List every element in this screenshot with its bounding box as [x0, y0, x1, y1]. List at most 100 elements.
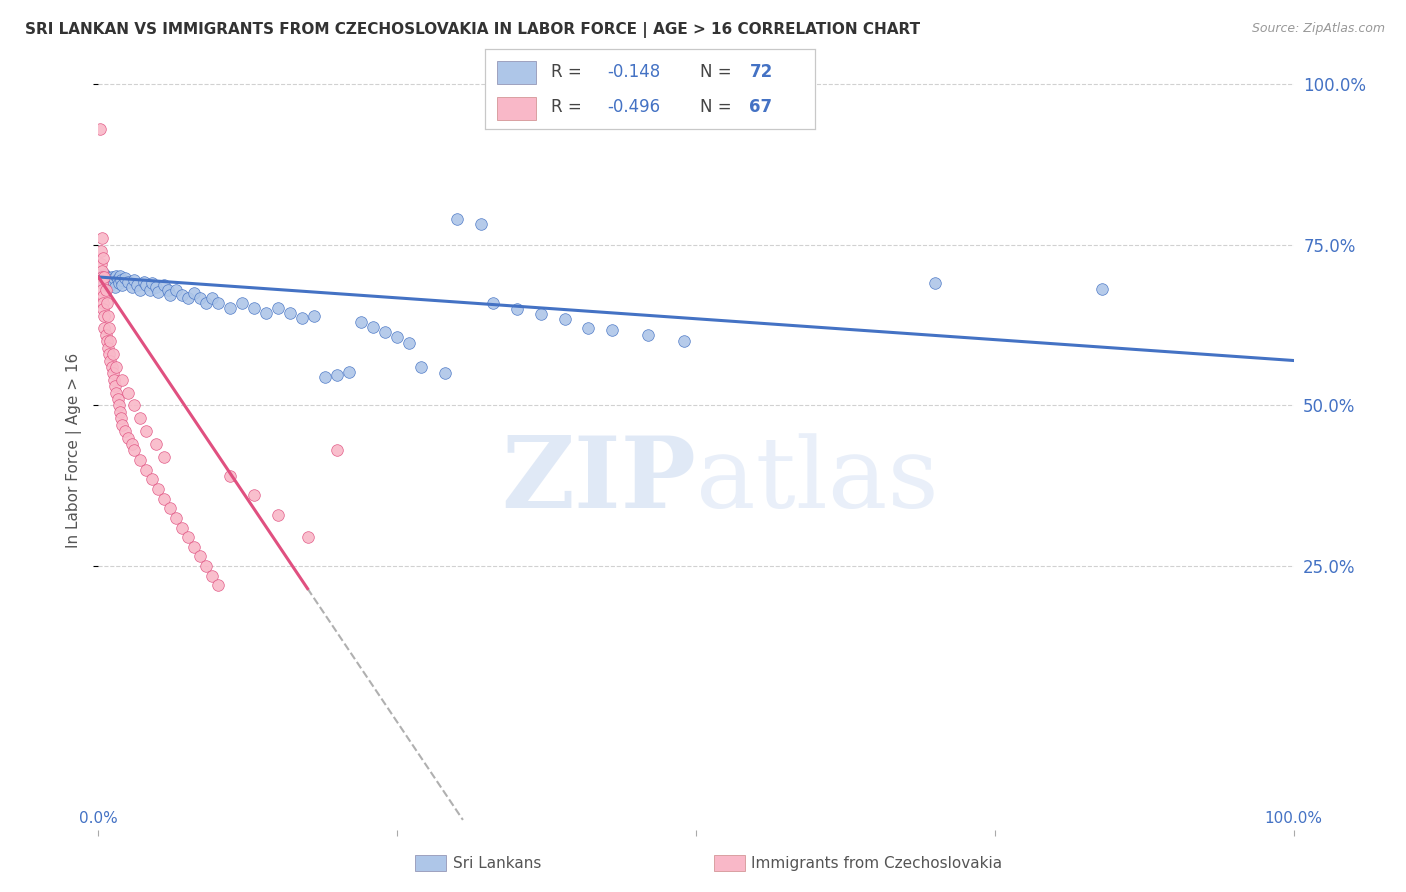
Text: Source: ZipAtlas.com: Source: ZipAtlas.com — [1251, 22, 1385, 36]
Text: N =: N = — [700, 62, 737, 80]
Point — [156, 283, 179, 297]
Point — [446, 212, 468, 227]
Point — [101, 275, 124, 289]
Point — [96, 334, 118, 349]
Point — [104, 379, 127, 393]
Point — [104, 279, 127, 293]
Point — [172, 288, 194, 302]
Point — [91, 302, 114, 317]
Point — [188, 291, 211, 305]
Point — [103, 270, 125, 285]
Point — [94, 283, 117, 297]
Point — [554, 312, 576, 326]
Point — [110, 411, 132, 425]
Point — [117, 385, 139, 400]
Point — [117, 275, 139, 289]
Point — [924, 277, 946, 291]
Point — [93, 309, 115, 323]
Point — [219, 469, 242, 483]
Point — [111, 373, 134, 387]
Point — [165, 283, 187, 297]
Text: R =: R = — [551, 98, 588, 116]
Point — [302, 309, 325, 323]
Point — [231, 295, 253, 310]
Point — [91, 263, 114, 277]
Point — [114, 271, 136, 285]
Point — [111, 417, 134, 432]
Point — [91, 270, 114, 285]
Point — [207, 295, 229, 310]
Point — [350, 315, 373, 329]
Point — [91, 277, 114, 291]
Point — [97, 341, 120, 355]
Text: 72: 72 — [749, 62, 773, 80]
Point — [100, 359, 122, 374]
Point — [97, 270, 120, 285]
Text: 0.0%: 0.0% — [79, 812, 118, 826]
Point — [91, 289, 114, 303]
Point — [637, 327, 659, 342]
Point — [578, 321, 600, 335]
Point — [105, 359, 128, 374]
Point — [326, 443, 349, 458]
Text: Immigrants from Czechoslovakia: Immigrants from Czechoslovakia — [751, 856, 1002, 871]
Point — [172, 520, 194, 534]
Point — [108, 268, 131, 283]
Point — [129, 411, 152, 425]
Point — [135, 463, 157, 477]
Text: -0.496: -0.496 — [607, 98, 661, 116]
Point — [105, 268, 128, 283]
Point — [125, 277, 148, 292]
Point — [93, 321, 115, 335]
Point — [195, 295, 218, 310]
Text: ZIP: ZIP — [501, 433, 696, 529]
FancyBboxPatch shape — [496, 62, 536, 84]
Point — [110, 273, 132, 287]
Point — [98, 273, 121, 287]
Point — [141, 472, 163, 486]
Point — [124, 399, 146, 413]
Point — [398, 335, 420, 350]
Point — [101, 367, 124, 381]
Point — [254, 306, 277, 320]
Point — [374, 325, 396, 339]
Text: Sri Lankans: Sri Lankans — [453, 856, 541, 871]
Point — [153, 450, 176, 464]
Point — [481, 295, 505, 310]
Text: -0.148: -0.148 — [607, 62, 661, 80]
Point — [145, 280, 167, 294]
Point — [103, 373, 125, 387]
Point — [159, 288, 181, 302]
Point — [91, 295, 114, 310]
Point — [107, 277, 129, 291]
Point — [153, 277, 176, 292]
Point — [141, 277, 163, 291]
Text: 67: 67 — [749, 98, 772, 116]
Point — [207, 578, 229, 592]
Point — [135, 277, 157, 292]
Point — [107, 399, 129, 413]
Point — [124, 443, 146, 458]
Point — [183, 540, 205, 554]
Point — [177, 530, 200, 544]
Text: N =: N = — [700, 98, 737, 116]
Point — [673, 334, 696, 349]
Point — [97, 309, 120, 323]
Point — [98, 353, 122, 368]
Point — [315, 370, 337, 384]
Point — [153, 491, 176, 506]
Point — [148, 482, 170, 496]
Point — [91, 273, 114, 287]
Y-axis label: In Labor Force | Age > 16: In Labor Force | Age > 16 — [66, 353, 82, 548]
Point — [177, 291, 200, 305]
Point — [111, 277, 134, 292]
Point — [165, 511, 187, 525]
Text: R =: R = — [551, 62, 588, 80]
Point — [98, 321, 121, 335]
Point — [98, 334, 122, 349]
Point — [139, 283, 162, 297]
Point — [101, 347, 124, 361]
Point — [135, 424, 157, 438]
Point — [411, 359, 433, 374]
Point — [98, 347, 121, 361]
